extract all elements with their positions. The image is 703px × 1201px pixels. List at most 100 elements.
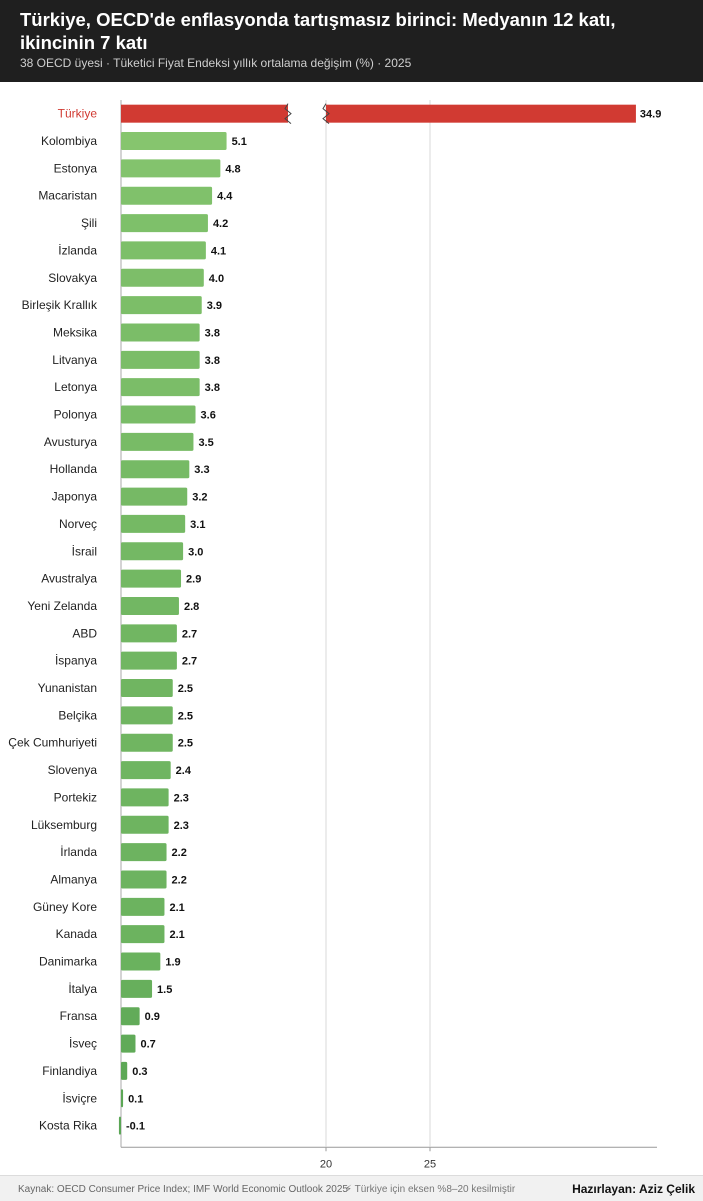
data-label: 3.5 xyxy=(198,437,213,449)
bar xyxy=(121,214,208,233)
bar xyxy=(121,870,167,889)
category-label: Norveç xyxy=(59,517,97,531)
data-label: 3.0 xyxy=(188,546,203,558)
data-label: 4.8 xyxy=(225,163,240,175)
bar xyxy=(121,925,165,944)
data-label: 0.7 xyxy=(140,1039,155,1051)
category-label: Finlandiya xyxy=(42,1064,97,1078)
category-label: Kolombiya xyxy=(41,134,97,148)
data-label: 3.3 xyxy=(194,464,209,476)
category-label: Çek Cumhuriyeti xyxy=(8,736,97,750)
data-label: 2.3 xyxy=(174,820,189,832)
category-label: Hollanda xyxy=(50,462,98,476)
bar xyxy=(121,241,206,260)
bar xyxy=(121,1089,124,1108)
bar xyxy=(118,1116,121,1135)
bar xyxy=(121,487,188,506)
chart-footer: Kaynak: OECD Consumer Price Index; IMF W… xyxy=(0,1175,703,1201)
chart-area: 20 25 Türkiye 34.9 Kolombiya 5.1 Estonya 4.8 Mac… xyxy=(0,82,703,1175)
author-credit: Hazırlayan: Aziz Çelik xyxy=(572,1182,695,1196)
bar xyxy=(121,132,227,151)
data-label: 4.1 xyxy=(211,245,226,257)
x-tick-label: 25 xyxy=(424,1158,436,1170)
bar xyxy=(121,651,177,670)
bar xyxy=(121,624,177,643)
category-label: Belçika xyxy=(58,708,97,722)
bar xyxy=(121,296,202,315)
category-label: İzlanda xyxy=(58,243,97,257)
data-label: 2.4 xyxy=(176,765,192,777)
category-label: Güney Kore xyxy=(33,900,97,914)
category-label: Portekiz xyxy=(54,790,97,804)
category-label: Yeni Zelanda xyxy=(27,599,97,613)
category-label: Japonya xyxy=(52,490,98,504)
data-label: 0.1 xyxy=(128,1093,143,1105)
bar xyxy=(121,843,167,862)
category-label: Kanada xyxy=(56,927,98,941)
data-label: 2.1 xyxy=(169,902,184,914)
axis-break-marker xyxy=(322,103,330,125)
category-label: Avustralya xyxy=(41,572,97,586)
category-label: İsviçre xyxy=(62,1091,97,1105)
bar xyxy=(121,1061,128,1080)
bar xyxy=(121,514,186,533)
data-label: 3.8 xyxy=(205,355,220,367)
data-label: 4.2 xyxy=(213,218,228,230)
category-label: İrlanda xyxy=(60,845,97,859)
bar xyxy=(121,542,184,561)
category-label: İspanya xyxy=(55,654,97,668)
data-label: 3.6 xyxy=(201,410,216,422)
data-label: 4.0 xyxy=(209,273,224,285)
data-label: 3.8 xyxy=(205,327,220,339)
bar xyxy=(121,952,161,971)
data-label: 4.4 xyxy=(217,191,233,203)
bar xyxy=(121,569,182,588)
bar xyxy=(121,432,194,451)
bar xyxy=(121,1034,136,1053)
bar xyxy=(121,350,200,369)
bar xyxy=(121,378,200,397)
data-label: 2.5 xyxy=(178,738,193,750)
bar xyxy=(121,1007,140,1026)
bar xyxy=(121,979,153,998)
data-label: 3.2 xyxy=(192,492,207,504)
data-label: 2.2 xyxy=(172,847,187,859)
data-label: 1.9 xyxy=(165,957,180,969)
data-label: 2.9 xyxy=(186,574,201,586)
bar xyxy=(121,788,169,807)
category-label: Şili xyxy=(81,216,97,230)
category-label: İsrail xyxy=(72,544,97,558)
data-label: 2.7 xyxy=(182,656,197,668)
category-label: İtalya xyxy=(68,982,97,996)
bar xyxy=(121,733,173,752)
data-label: 2.1 xyxy=(169,929,184,941)
data-label: 5.1 xyxy=(232,136,247,148)
data-label: 3.8 xyxy=(205,382,220,394)
data-label: 1.5 xyxy=(157,984,172,996)
bar xyxy=(326,104,636,123)
chart-subtitle: 38 OECD üyesi · Tüketici Fiyat Endeksi y… xyxy=(20,56,412,70)
x-tick-label: 20 xyxy=(320,1158,332,1170)
category-label: ABD xyxy=(72,626,97,640)
chart-title: Türkiye, OECD'de enflasyonda tartışmasız… xyxy=(20,9,616,53)
bar xyxy=(121,679,173,698)
category-label: Estonya xyxy=(54,161,98,175)
bar xyxy=(121,104,288,123)
bar xyxy=(121,761,171,780)
data-label: 34.9 xyxy=(640,109,661,121)
category-label: Slovakya xyxy=(48,271,97,285)
bar xyxy=(121,268,204,287)
bar-chart: 20 25 Türkiye 34.9 Kolombiya 5.1 Estonya 4.8 Mac… xyxy=(8,100,661,1170)
category-label: Polonya xyxy=(54,408,98,422)
category-label: Avusturya xyxy=(44,435,97,449)
axis-break-note: ⚡ Türkiye için eksen %8–20 kesilmiştir xyxy=(345,1184,516,1195)
category-label: Slovenya xyxy=(48,763,98,777)
data-label: 0.9 xyxy=(145,1011,160,1023)
axis-break-marker xyxy=(284,103,292,125)
category-label: Meksika xyxy=(53,325,97,339)
category-label: Yunanistan xyxy=(38,681,97,695)
category-label: Macaristan xyxy=(38,189,97,203)
chart-header: Türkiye, OECD'de enflasyonda tartışmasız… xyxy=(0,0,703,82)
bar xyxy=(121,405,196,424)
category-label: Fransa xyxy=(60,1009,98,1023)
